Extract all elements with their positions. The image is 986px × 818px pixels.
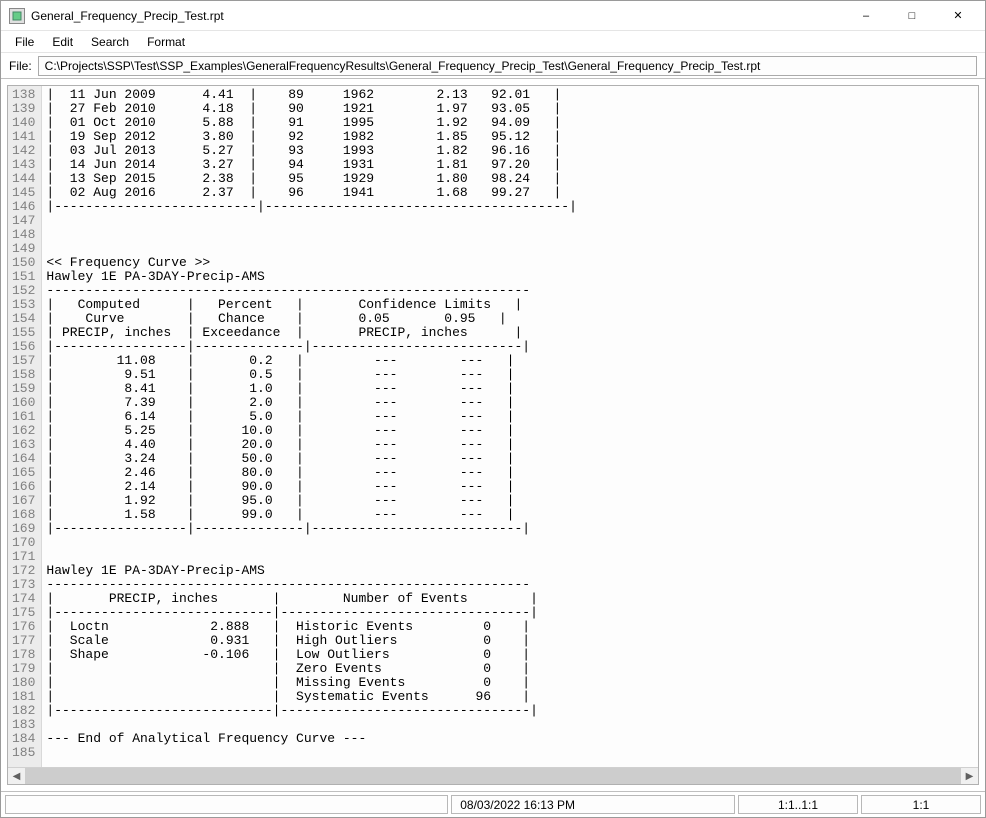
scroll-thumb[interactable]	[25, 768, 961, 785]
menu-format[interactable]: Format	[139, 33, 193, 51]
maximize-button[interactable]: □	[889, 1, 935, 31]
titlebar: General_Frequency_Precip_Test.rpt – □ ✕	[1, 1, 985, 31]
minimize-button[interactable]: –	[843, 1, 889, 31]
app-icon	[9, 8, 25, 24]
scroll-right-arrow[interactable]: ▶	[961, 768, 978, 785]
statusbar: 08/03/2022 16:13 PM 1:1..1:1 1:1	[1, 791, 985, 817]
menubar: File Edit Search Format	[1, 31, 985, 53]
menu-edit[interactable]: Edit	[44, 33, 81, 51]
menu-search[interactable]: Search	[83, 33, 137, 51]
window-controls: – □ ✕	[843, 1, 981, 31]
status-datetime: 08/03/2022 16:13 PM	[451, 795, 735, 814]
scroll-left-arrow[interactable]: ◀	[8, 768, 25, 785]
horizontal-scrollbar[interactable]: ◀ ▶	[8, 767, 978, 784]
status-range: 1:1..1:1	[738, 795, 858, 814]
file-path-bar: File:	[1, 53, 985, 79]
line-number-gutter: 138 139 140 141 142 143 144 145 146 147 …	[8, 86, 42, 767]
editor[interactable]: 138 139 140 141 142 143 144 145 146 147 …	[8, 86, 978, 767]
file-path-input[interactable]	[38, 56, 977, 76]
close-button[interactable]: ✕	[935, 1, 981, 31]
file-label: File:	[9, 59, 32, 73]
app-window: General_Frequency_Precip_Test.rpt – □ ✕ …	[0, 0, 986, 818]
code-area[interactable]: | 11 Jun 2009 4.41 | 89 1962 2.13 92.01 …	[42, 86, 978, 767]
menu-file[interactable]: File	[7, 33, 42, 51]
editor-pane: 138 139 140 141 142 143 144 145 146 147 …	[7, 85, 979, 785]
window-title: General_Frequency_Precip_Test.rpt	[31, 9, 843, 23]
scroll-track[interactable]	[25, 768, 961, 785]
status-left	[5, 795, 448, 814]
status-pos: 1:1	[861, 795, 981, 814]
